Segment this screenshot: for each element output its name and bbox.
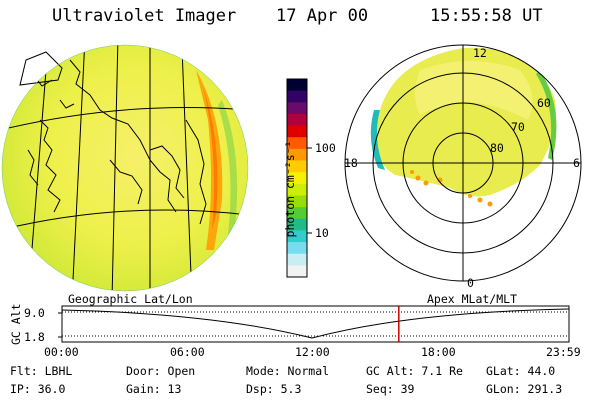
earth-disk-image bbox=[1, 44, 249, 292]
info-ip: IP: 36.0 bbox=[10, 382, 66, 396]
info-dsp: Dsp: 5.3 bbox=[246, 382, 302, 396]
colorbar-cell bbox=[287, 172, 307, 185]
colorbar-frame bbox=[286, 78, 308, 278]
colorbar-cells bbox=[287, 79, 307, 278]
y-tick-9: 9.0 bbox=[24, 306, 45, 320]
info-gain: Gain: 13 bbox=[126, 382, 182, 396]
geographic-label: Geographic Lat/Lon bbox=[68, 292, 193, 306]
orbit-timeline bbox=[58, 305, 570, 343]
y-tick-1-8: 1.8 bbox=[24, 330, 45, 344]
colorbar-cell bbox=[287, 160, 307, 173]
gc-alt-axis-label: GC Alt bbox=[9, 303, 23, 345]
colorbar-cell bbox=[287, 253, 307, 266]
info-glat: GLat: 44.0 bbox=[486, 364, 556, 378]
x-tick-2359: 23:59 bbox=[546, 345, 581, 359]
colorbar-cell bbox=[287, 148, 307, 162]
colorbar-cell bbox=[287, 218, 307, 231]
earth-disk bbox=[2, 45, 248, 291]
apex-label: Apex MLat/MLT bbox=[427, 292, 518, 306]
colorbar-cell bbox=[287, 125, 307, 138]
mlat-label-60: 60 bbox=[537, 96, 551, 110]
colorbar-unit-label: photon cm⁻²s⁻¹ bbox=[283, 140, 297, 238]
altitude-curve bbox=[61, 308, 570, 339]
info-gc-alt: GC Alt: 7.1 Re bbox=[366, 364, 463, 378]
mlt-label-0: 0 bbox=[467, 276, 474, 290]
x-tick-1800: 18:00 bbox=[421, 345, 456, 359]
colorbar-cell bbox=[287, 113, 307, 127]
colorbar-label-10: 10 bbox=[315, 226, 329, 240]
timeline-frame bbox=[61, 305, 570, 343]
mlat-label-80: 80 bbox=[490, 141, 504, 155]
colorbar-cell bbox=[287, 102, 307, 115]
colorbar-cell bbox=[287, 183, 307, 196]
info-door: Door: Open bbox=[126, 364, 196, 378]
colorbar-cell bbox=[287, 79, 307, 92]
mlt-label-12: 12 bbox=[473, 46, 487, 60]
polar-grid bbox=[344, 44, 582, 282]
observation-time: 15:55:58 UT bbox=[430, 6, 543, 26]
colorbar-cell bbox=[287, 230, 307, 243]
colorbar-label-100: 100 bbox=[315, 141, 336, 155]
observation-date: 17 Apr 00 bbox=[276, 6, 369, 26]
colorbar-cell bbox=[287, 195, 307, 208]
info-mode: Mode: Normal bbox=[246, 364, 330, 378]
colorbar-cell bbox=[287, 90, 307, 103]
x-tick-0000: 00:00 bbox=[44, 345, 79, 359]
colorbar bbox=[286, 78, 312, 278]
x-tick-1200: 12:00 bbox=[295, 345, 330, 359]
colorbar-cell bbox=[287, 242, 307, 255]
mlt-label-6: 6 bbox=[573, 156, 580, 170]
info-glon: GLon: 291.3 bbox=[486, 382, 563, 396]
info-seq: Seq: 39 bbox=[366, 382, 415, 396]
mlat-label-70: 70 bbox=[511, 120, 525, 134]
colorbar-cell bbox=[287, 265, 307, 278]
mlt-label-18: 18 bbox=[344, 156, 358, 170]
colorbar-cell bbox=[287, 207, 307, 220]
colorbar-cell bbox=[287, 137, 307, 150]
x-tick-0600: 06:00 bbox=[170, 345, 205, 359]
info-filter: Flt: LBHL bbox=[10, 364, 73, 378]
instrument-title: Ultraviolet Imager bbox=[52, 6, 237, 26]
polar-plot bbox=[344, 44, 582, 282]
geographic-grid bbox=[2, 45, 248, 291]
